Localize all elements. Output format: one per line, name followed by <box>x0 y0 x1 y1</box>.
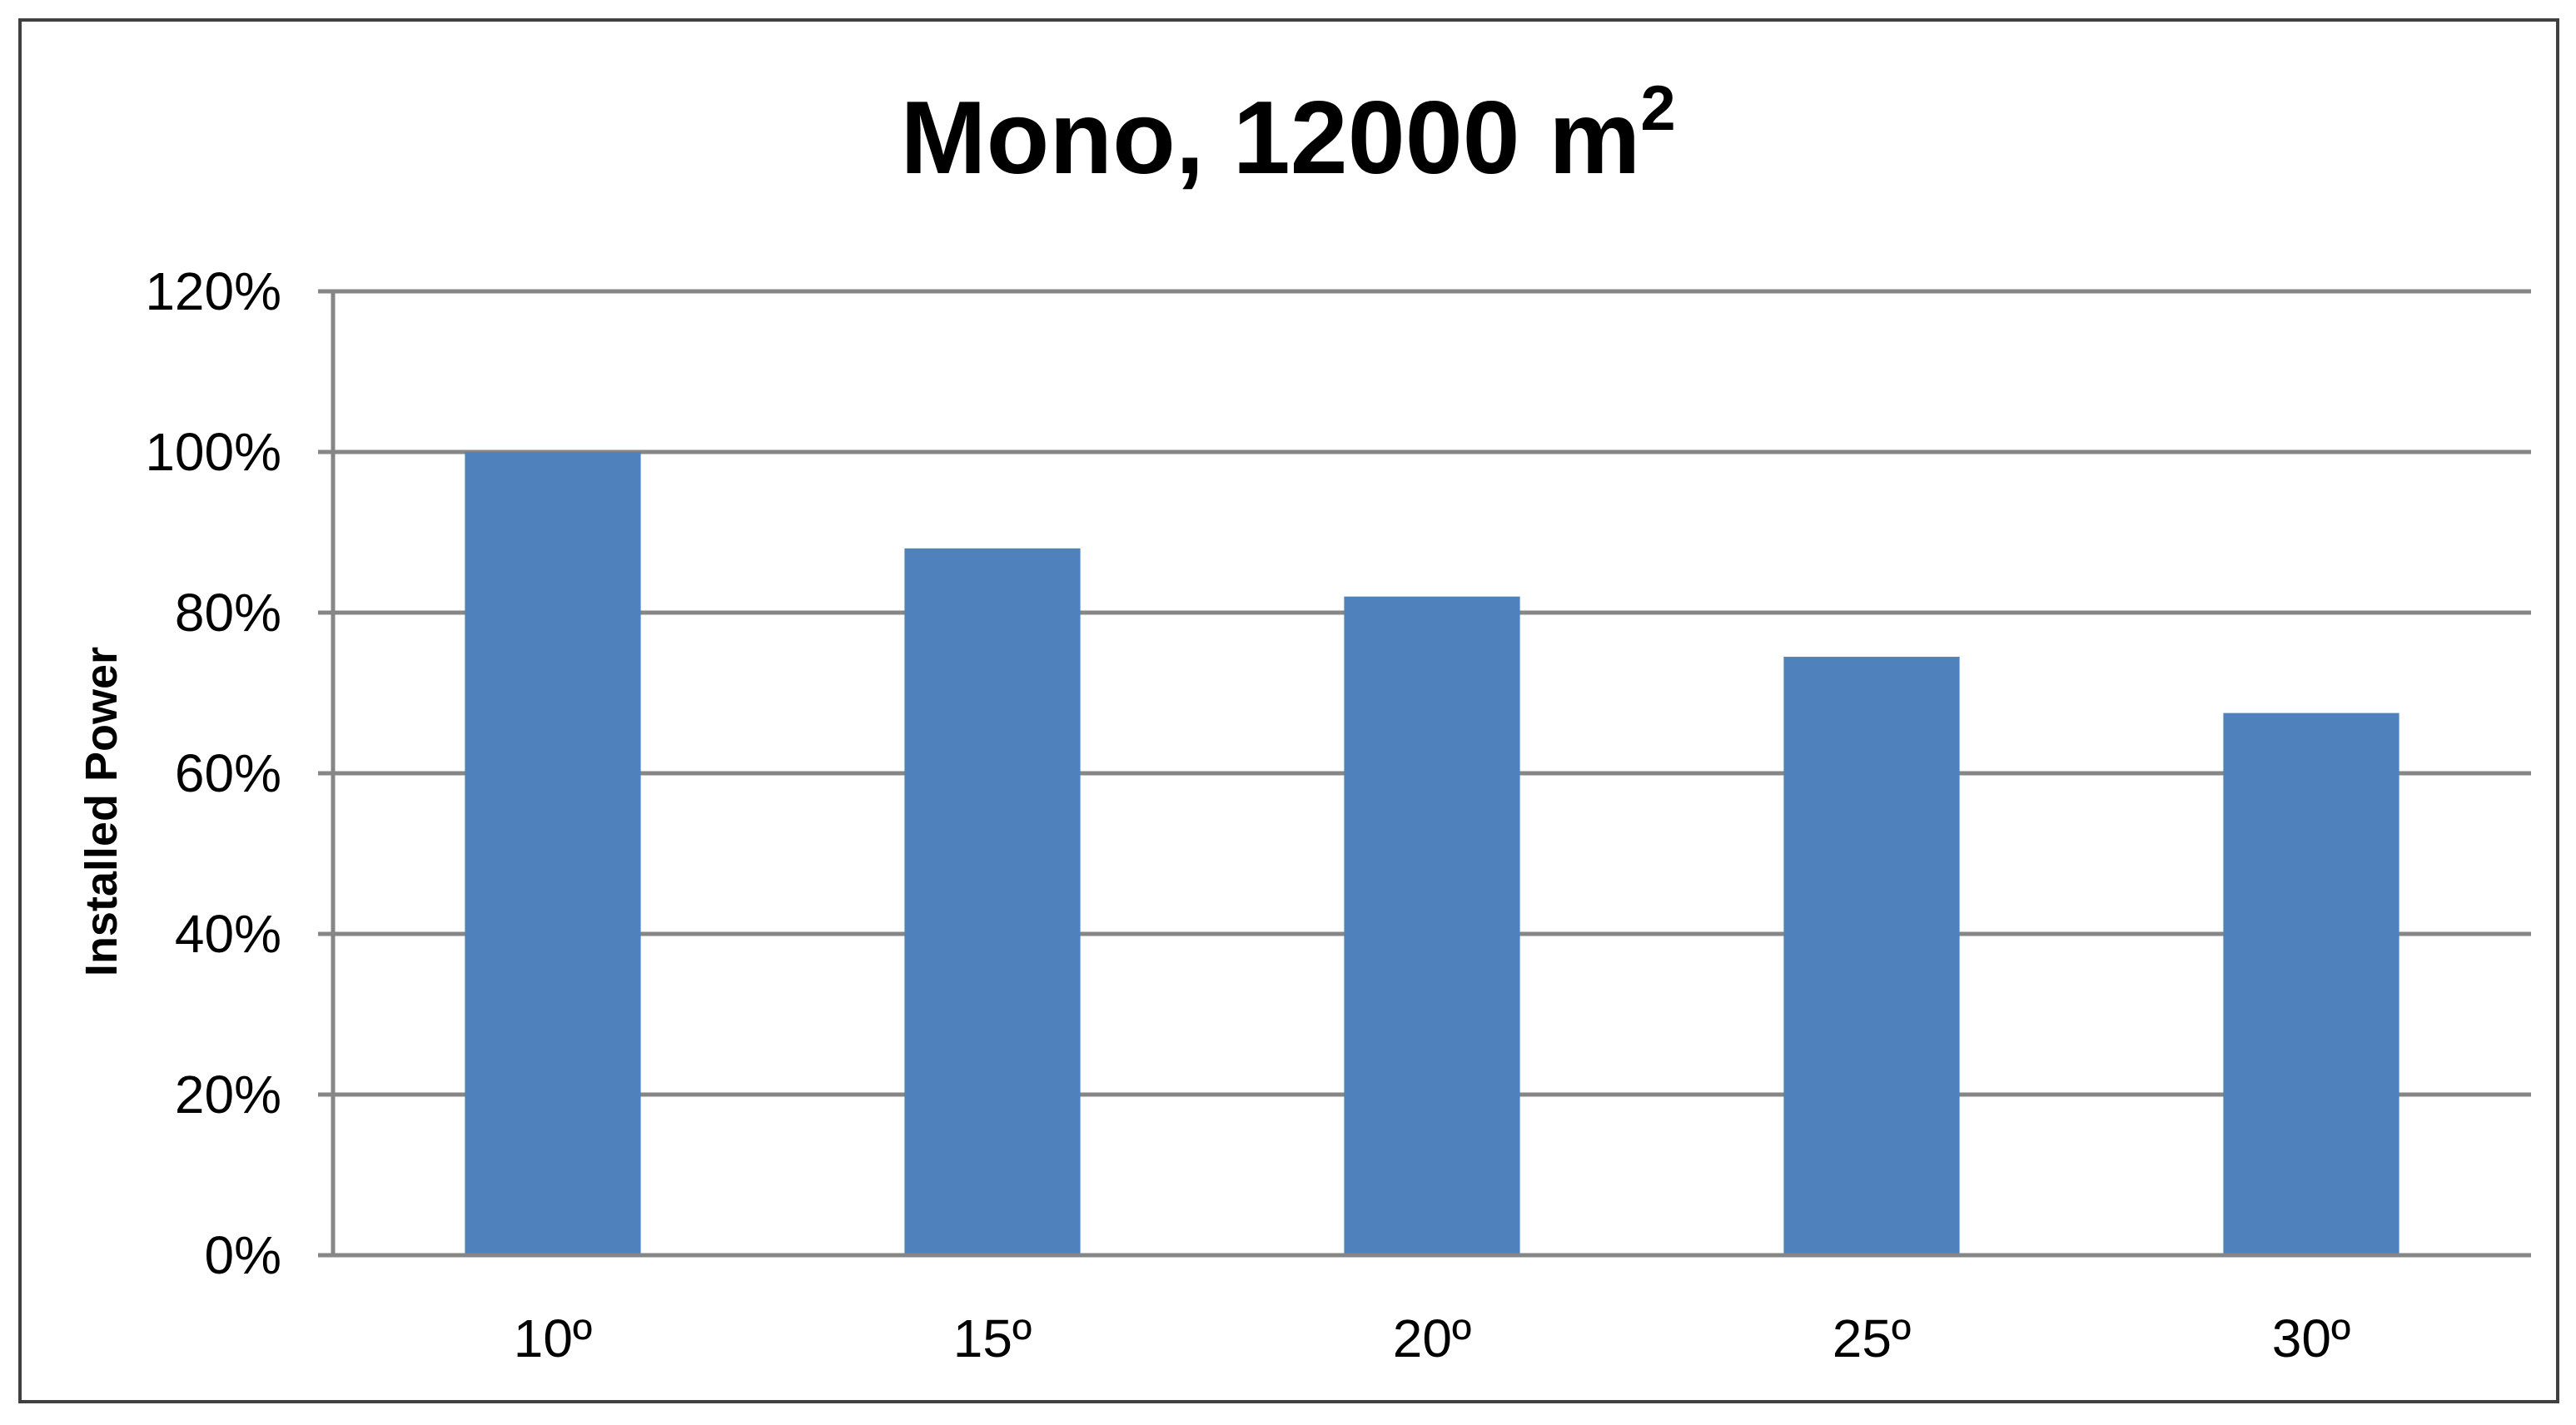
x-tick-label: 25º <box>1833 1308 1912 1368</box>
x-tick-label: 10º <box>514 1308 593 1368</box>
bar <box>1783 657 1960 1255</box>
chart-title-superscript: 2 <box>1640 73 1675 144</box>
y-tick-label: 100% <box>145 422 281 482</box>
chart-title: Mono, 12000 m2 <box>900 73 1675 196</box>
y-tick-label: 120% <box>145 261 281 321</box>
x-tick-labels: 10º 15º 20º 25º 30º <box>514 1308 2351 1368</box>
chart-border <box>18 18 2559 1403</box>
bar <box>904 548 1081 1255</box>
bar <box>465 452 641 1255</box>
x-tick-label: 15º <box>953 1308 1032 1368</box>
y-tick-label: 40% <box>175 904 281 964</box>
x-tick-label: 30º <box>2272 1308 2351 1368</box>
chart-title-main: Mono, 12000 m <box>900 81 1640 196</box>
bar <box>1344 596 1520 1255</box>
axes <box>318 289 2531 1258</box>
x-tick-label: 20º <box>1393 1308 1472 1368</box>
bars <box>465 452 2399 1255</box>
y-tick-labels: 0% 20% 40% 60% 80% 100% 120% <box>145 261 281 1285</box>
y-tick-label: 20% <box>175 1065 281 1125</box>
bar <box>2223 712 2399 1255</box>
y-tick-label: 60% <box>175 743 281 803</box>
y-axis-label: Installed Power <box>77 647 127 976</box>
y-tick-label: 0% <box>205 1225 282 1285</box>
y-tick-label: 80% <box>175 583 281 643</box>
